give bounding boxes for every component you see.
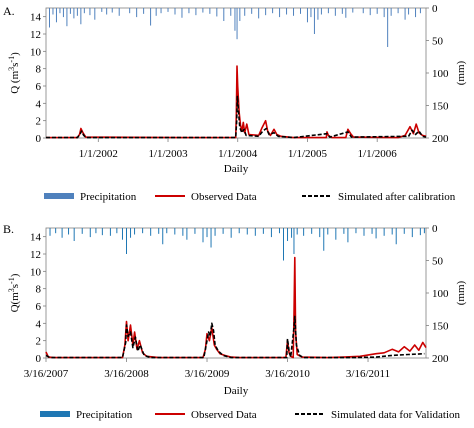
left-tick-label: 0 <box>36 133 42 145</box>
left-axis-title: Q(m3s-1) <box>7 273 21 312</box>
right-axis-title: (mm) <box>455 280 467 305</box>
x-tick-label: 3/16/2008 <box>104 368 149 380</box>
right-tick-label: 200 <box>432 353 449 365</box>
left-axis-title-part: 3 <box>7 288 16 292</box>
legend-label: Simulated data for Validation <box>331 409 461 421</box>
right-tick-label: 150 <box>432 101 449 113</box>
left-axis-title-part: ) <box>9 52 21 56</box>
left-axis-title-part: s <box>9 284 21 288</box>
left-tick-label: 8 <box>36 64 42 76</box>
left-tick-label: 0 <box>36 353 42 365</box>
legend-label: Observed Data <box>191 191 257 203</box>
plot-frame <box>45 227 427 359</box>
left-tick-label: 10 <box>30 46 42 58</box>
left-axis-title-part: 3 <box>7 67 16 71</box>
left-tick-label: 2 <box>36 116 42 128</box>
left-axis-title-part: s <box>9 63 21 67</box>
left-tick-label: 4 <box>36 98 42 110</box>
legend-swatch-precipitation <box>40 411 70 417</box>
simulated-series-line <box>46 95 427 139</box>
left-tick-label: 6 <box>36 301 42 313</box>
left-tick-label: 10 <box>30 266 42 278</box>
left-tick-label: 2 <box>36 336 42 348</box>
x-axis-title: Daily <box>224 163 249 175</box>
observed-series-line <box>46 65 427 139</box>
legend-label: Precipitation <box>76 409 133 421</box>
panel-label: B. <box>3 222 14 236</box>
x-tick-label: 1/1/2005 <box>288 148 328 160</box>
right-tick-label: 150 <box>432 321 449 333</box>
left-tick-label: 12 <box>30 249 41 261</box>
left-tick-label: 14 <box>30 232 42 244</box>
left-tick-label: 14 <box>30 12 42 24</box>
x-tick-label: 1/1/2003 <box>148 148 188 160</box>
panel-b: 0 2 4 6 8 10 12 14 0 50 100 150 200 3/16/2007 3/16/200… <box>3 222 467 421</box>
observed-series-line <box>45 256 427 359</box>
right-tick-label: 0 <box>432 223 438 235</box>
legend-label: Precipitation <box>80 191 137 203</box>
x-tick-label: 1/1/2004 <box>218 148 258 160</box>
left-tick-label: 12 <box>30 29 41 41</box>
left-tick-label: 8 <box>36 284 42 296</box>
right-tick-label: 100 <box>432 288 449 300</box>
panel-label: A. <box>3 4 15 18</box>
right-tick-label: 50 <box>432 256 444 268</box>
left-axis-title-part: -1 <box>7 56 16 63</box>
panel-a: 0 2 4 6 8 10 12 14 0 50 100 150 200 1/1/2002 1/1/2003 1… <box>3 3 467 203</box>
left-axis-title-part: -1 <box>7 277 16 284</box>
left-axis-title-part: Q(m <box>9 292 21 313</box>
right-axis-title: (mm) <box>455 60 467 85</box>
legend-label: Simulated after calibration <box>338 191 456 203</box>
x-tick-label: 1/1/2002 <box>79 148 118 160</box>
right-tick-label: 50 <box>432 36 444 48</box>
legend-swatch-precipitation <box>44 193 74 199</box>
right-tick-label: 0 <box>432 3 438 15</box>
left-tick-label: 4 <box>36 318 42 330</box>
x-tick-label: 1/1/2006 <box>358 148 398 160</box>
simulated-series-line <box>45 315 425 359</box>
left-axis-title: Q (m3s-1) <box>7 52 21 94</box>
legend-label: Observed Data <box>191 409 257 421</box>
x-tick-label: 3/16/2011 <box>346 368 390 380</box>
right-tick-label: 100 <box>432 68 449 80</box>
right-tick-label: 200 <box>432 133 449 145</box>
x-tick-label: 3/16/2007 <box>24 368 69 380</box>
left-axis-title-part: ) <box>9 273 21 277</box>
x-axis-title: Daily <box>224 385 249 397</box>
left-axis-title-part: Q (m <box>9 70 21 93</box>
x-tick-label: 3/16/2010 <box>265 368 310 380</box>
x-tick-label: 3/16/2009 <box>185 368 230 380</box>
left-tick-label: 6 <box>36 81 42 93</box>
